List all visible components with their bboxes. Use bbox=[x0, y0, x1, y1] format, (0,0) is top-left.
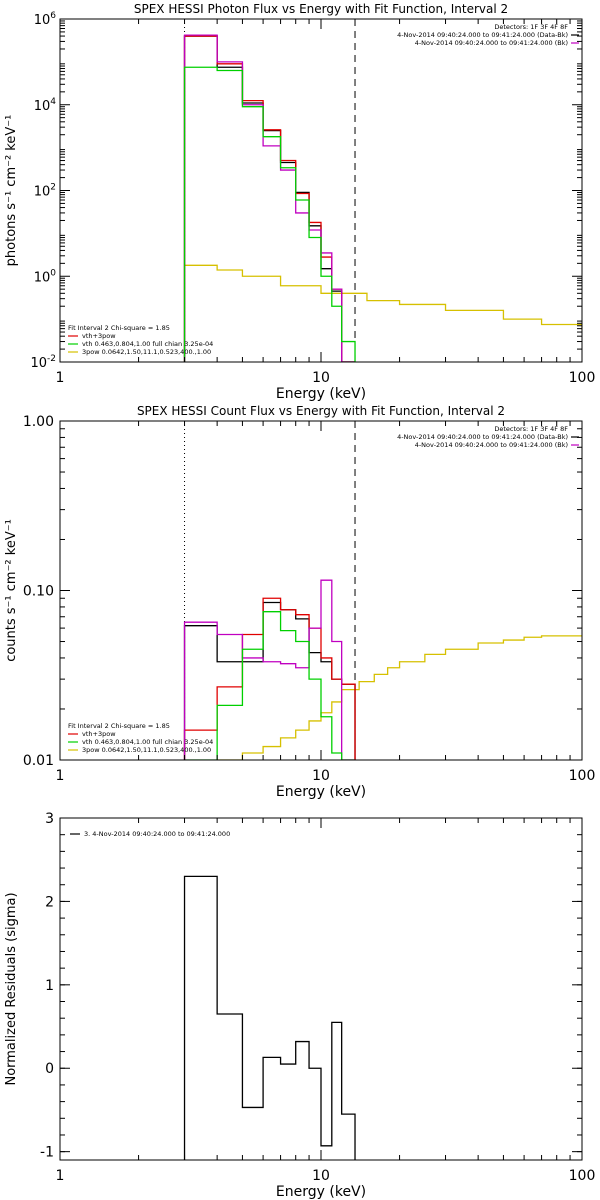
series-residuals bbox=[183, 875, 356, 1160]
x-tick-label: 10 bbox=[312, 370, 330, 386]
plot-frame bbox=[59, 817, 583, 1161]
x-tick-label: 100 bbox=[569, 768, 596, 784]
fit-legend-title: Fit Interval 2 Chi-square = 1.85 bbox=[68, 722, 170, 730]
fit-legend-title: Fit Interval 2 Chi-square = 1.85 bbox=[68, 324, 170, 332]
legend-entry: vth+3pow bbox=[82, 730, 116, 738]
series-vth-3pow bbox=[183, 35, 356, 362]
header-line: 4-Nov-2014 09:40:24.000 to 09:41:24.000 … bbox=[415, 441, 568, 449]
header-line: 4-Nov-2014 09:40:24.000 to 09:41:24.000 … bbox=[415, 39, 568, 47]
plot-area bbox=[183, 875, 356, 1160]
x-tick-label: 10 bbox=[312, 1168, 330, 1184]
x-tick-label: 100 bbox=[569, 1168, 596, 1184]
y-tick-label: 0.01 bbox=[23, 753, 54, 769]
series-vth-3pow bbox=[183, 597, 356, 760]
x-axis-label: Energy (keV) bbox=[276, 784, 366, 800]
y-axis-label: Normalized Residuals (sigma) bbox=[4, 892, 19, 1085]
series-bk bbox=[183, 34, 356, 362]
x-tick-label: 1 bbox=[56, 768, 65, 784]
photon-flux-panel: SPEX HESSI Photon Flux vs Energy with Fi… bbox=[4, 2, 595, 402]
y-tick-label: 1.00 bbox=[23, 414, 54, 430]
chart-title: SPEX HESSI Photon Flux vs Energy with Fi… bbox=[134, 2, 508, 16]
chart-title: SPEX HESSI Count Flux vs Energy with Fit… bbox=[137, 404, 505, 418]
y-tick-label: 1 bbox=[45, 978, 54, 994]
y-tick-label: 104 bbox=[34, 97, 57, 114]
x-axis-label: Energy (keV) bbox=[276, 1184, 366, 1200]
header-line: Detectors: 1F 3F 4F 8F bbox=[494, 425, 568, 433]
count-flux-panel: SPEX HESSI Count Flux vs Energy with Fit… bbox=[4, 404, 595, 800]
pow-model-curve bbox=[217, 635, 582, 760]
y-tick-label: -1 bbox=[40, 1145, 54, 1161]
plot-frame bbox=[59, 420, 583, 761]
plot-frame bbox=[59, 18, 583, 363]
y-tick-label: 10-2 bbox=[30, 354, 56, 371]
x-tick-label: 1 bbox=[56, 370, 65, 386]
series-vth bbox=[183, 66, 356, 362]
x-tick-label: 1 bbox=[56, 1168, 65, 1184]
legend-entry: vth 0.463,0.804,1.00 full chian 3.25e-04 bbox=[82, 738, 213, 746]
header-line: 4-Nov-2014 09:40:24.000 to 09:41:24.000 … bbox=[397, 31, 568, 39]
legend-entry: vth+3pow bbox=[82, 332, 116, 340]
series-data-bk bbox=[183, 35, 356, 362]
series-vth bbox=[184, 611, 356, 760]
header-line: Detectors: 1F 3F 4F 8F bbox=[494, 23, 568, 31]
series-data-bk bbox=[183, 601, 356, 760]
y-tick-label: 3 bbox=[45, 811, 54, 827]
y-tick-label: 0 bbox=[45, 1061, 54, 1077]
x-axis-label: Energy (keV) bbox=[276, 386, 366, 402]
y-tick-label: 2 bbox=[45, 894, 54, 910]
pow-model-curve bbox=[184, 264, 582, 331]
legend-entry: 3pow 0.0642,1.50,11.1,0.523,400.,1.00 bbox=[82, 746, 211, 754]
y-tick-label: 102 bbox=[34, 183, 56, 200]
residuals-panel: 1 10 100 -1 0 1 2 3 Energy (keV) Normalized Resid… bbox=[4, 811, 595, 1200]
y-axis-label: counts s⁻¹ cm⁻² keV⁻¹ bbox=[4, 519, 19, 662]
header-line: 4-Nov-2014 09:40:24.000 to 09:41:24.000 … bbox=[397, 433, 568, 441]
legend-entry: 3pow 0.0642,1.50,11.1,0.523,400.,1.00 bbox=[82, 348, 211, 356]
plot-area bbox=[183, 421, 582, 760]
y-axis-label: photons s⁻¹ cm⁻² keV⁻¹ bbox=[4, 115, 19, 267]
y-tick-label: 106 bbox=[34, 11, 57, 28]
y-tick-label: 100 bbox=[34, 268, 57, 285]
plot-area bbox=[183, 19, 582, 362]
y-tick-label: 0.10 bbox=[23, 584, 54, 600]
series-bk bbox=[183, 579, 356, 760]
x-tick-label: 100 bbox=[569, 370, 596, 386]
legend-entry: vth 0.463,0.804,1.00 full chian 3.25e-04 bbox=[82, 340, 213, 348]
legend-entry: 3. 4-Nov-2014 09:40:24.000 to 09:41:24.0… bbox=[84, 830, 230, 838]
x-tick-label: 10 bbox=[312, 768, 330, 784]
